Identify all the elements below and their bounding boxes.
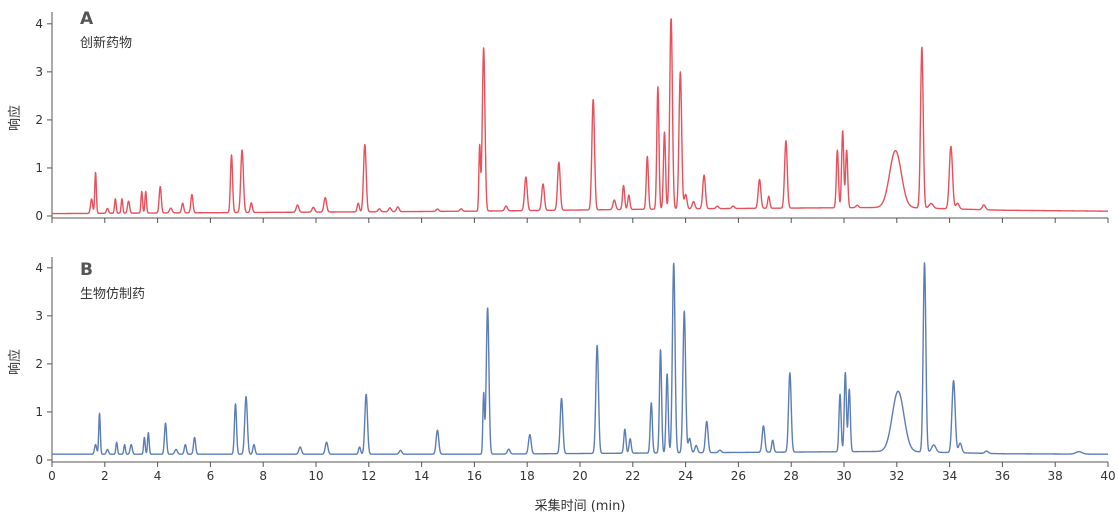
panel-b-x-tick-label: 38 xyxy=(1048,469,1063,483)
panel-a-letter: A xyxy=(80,9,94,29)
panel-a-y-tick-label: 1 xyxy=(35,161,43,175)
panel-b-x-tick-label: 36 xyxy=(995,469,1010,483)
panel-a-y-tick-label: 3 xyxy=(35,65,43,79)
panel-b-letter: B xyxy=(80,260,93,280)
panel-b-x-tick-label: 40 xyxy=(1100,469,1115,483)
panel-a-y-tick-label: 2 xyxy=(35,113,43,127)
panel-b-x-tick-label: 18 xyxy=(520,469,535,483)
panel-a-ylabel: 响应 xyxy=(7,105,23,131)
panel-b-y-tick-label: 1 xyxy=(35,405,43,419)
panel-b-x-tick-label: 16 xyxy=(467,469,482,483)
panel-a-trace-line xyxy=(51,18,1109,215)
panel-b-y-ticks: 0 1 2 3 4 xyxy=(35,261,52,467)
panel-b-x-tick-label: 26 xyxy=(731,469,746,483)
panel-b-y-tick-label: 3 xyxy=(35,309,43,323)
panel-a-y-tick-label: 4 xyxy=(35,17,43,31)
panel-b-x-tick-label: 30 xyxy=(836,469,851,483)
panel-a-title: 创新药物 xyxy=(80,35,132,51)
panel-b-x-tick-label: 2 xyxy=(101,469,109,483)
panel-b-x-tick-label: 6 xyxy=(207,469,215,483)
panel-b-y-tick-label: 4 xyxy=(35,261,43,275)
panel-b-x-tick-label: 32 xyxy=(889,469,904,483)
panel-b-x-ticks: 0 2 4 6 8 10 12 14 16 18 20 22 24 26 28 30 32 34 36 38 40 xyxy=(48,462,1116,483)
x-axis-title: 采集时间 (min) xyxy=(535,498,626,514)
panel-b-x-tick-label: 22 xyxy=(625,469,640,483)
panel-b-x-tick-label: 12 xyxy=(361,469,376,483)
panel-a-y-ticks: 0 1 2 3 4 xyxy=(35,17,52,223)
panel-a-y-tick-label: 0 xyxy=(35,209,43,223)
panel-a-x-ticks xyxy=(51,217,1109,223)
panel-b-y-tick-label: 2 xyxy=(35,357,43,371)
panel-b-x-tick-label: 24 xyxy=(678,469,693,483)
panel-b-x-tick-label: 34 xyxy=(942,469,957,483)
panel-b-x-tick-label: 14 xyxy=(414,469,429,483)
panel-b-y-tick-label: 0 xyxy=(35,453,43,467)
panel-b-title: 生物仿制药 xyxy=(80,287,145,302)
panel-b-ylabel: 响应 xyxy=(7,349,23,375)
panel-b-x-tick-label: 8 xyxy=(259,469,267,483)
panel-b-x-tick-label: 28 xyxy=(784,469,799,483)
panel-b-x-tick-label: 10 xyxy=(308,469,323,483)
panel-a-innovator: A 创新药物 响应 0 1 2 3 4 xyxy=(7,9,1109,223)
panel-b-x-tick-label: 0 xyxy=(48,469,56,483)
panel-b-trace-line xyxy=(51,262,1109,455)
panel-b-x-tick-label: 4 xyxy=(154,469,162,483)
panel-b-x-tick-label: 20 xyxy=(572,469,587,483)
